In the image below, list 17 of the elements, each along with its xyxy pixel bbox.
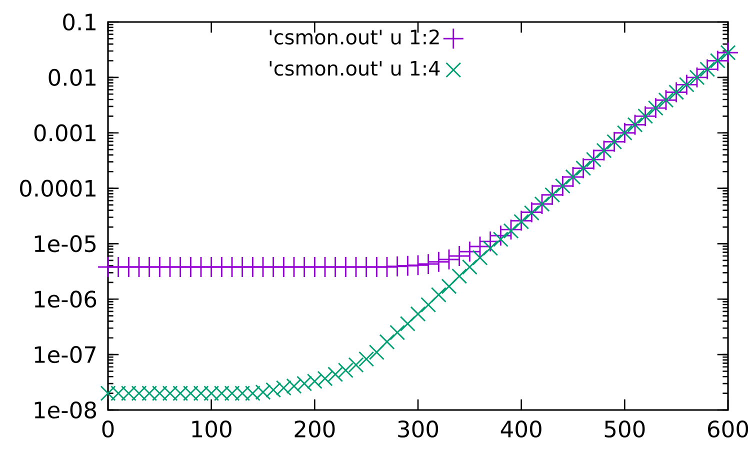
- y-tick-label: 1e-06: [34, 290, 96, 308]
- x-tick-label: 600: [708, 420, 748, 438]
- y-tick-label: 1e-05: [34, 235, 96, 252]
- y-tick-label: 0.0001: [20, 180, 96, 197]
- x-tick-label: 400: [500, 420, 542, 438]
- y-tick-label: 1e-08: [34, 401, 96, 419]
- legend-label: 'csmon.out' u 1:2: [270, 30, 439, 45]
- x-tick-label: 300: [398, 420, 438, 438]
- x-tick-label: 0: [102, 420, 114, 438]
- y-tick-label: 0.1: [63, 13, 96, 31]
- y-tick-label: 0.01: [48, 68, 96, 86]
- legend-label: 'csmon.out' u 1:4: [270, 60, 440, 76]
- y-tick-label: 1e-07: [34, 346, 96, 364]
- x-tick-label: 500: [604, 420, 645, 438]
- x-tick-label: 200: [294, 420, 335, 438]
- x-tick-label: 100: [192, 420, 232, 438]
- y-tick-label: 0.001: [34, 124, 96, 142]
